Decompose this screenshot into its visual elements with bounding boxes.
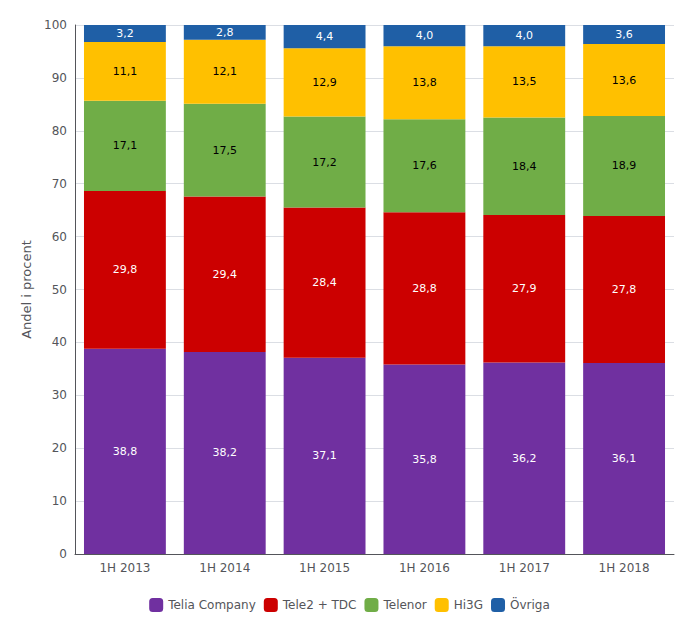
svg-text:17,6: 17,6 [412,159,437,172]
svg-text:Andel i procent: Andel i procent [19,240,34,339]
svg-text:38,2: 38,2 [213,446,238,459]
svg-text:11,1: 11,1 [113,65,138,78]
svg-text:2,8: 2,8 [216,26,234,39]
svg-text:13,8: 13,8 [412,76,437,89]
svg-text:3,6: 3,6 [615,28,633,41]
svg-text:3,2: 3,2 [116,27,134,40]
svg-text:27,8: 27,8 [612,283,637,296]
svg-text:0: 0 [59,547,67,561]
svg-text:29,8: 29,8 [113,263,138,276]
svg-text:28,8: 28,8 [412,282,437,295]
svg-text:36,1: 36,1 [612,452,637,465]
svg-text:13,6: 13,6 [612,74,637,87]
svg-text:17,5: 17,5 [213,144,238,157]
svg-text:36,2: 36,2 [512,452,537,465]
svg-text:1H 2017: 1H 2017 [499,561,550,575]
svg-text:100: 100 [44,18,67,32]
svg-text:80: 80 [52,124,67,138]
svg-text:17,2: 17,2 [312,156,337,169]
svg-text:Telenor: Telenor [382,598,426,612]
svg-text:60: 60 [52,230,67,244]
svg-text:20: 20 [52,441,67,455]
svg-text:10: 10 [52,494,67,508]
svg-text:13,5: 13,5 [512,75,537,88]
svg-text:27,9: 27,9 [512,282,537,295]
svg-text:1H 2014: 1H 2014 [199,561,250,575]
svg-text:1H 2018: 1H 2018 [599,561,650,575]
svg-text:37,1: 37,1 [312,449,337,462]
svg-text:18,4: 18,4 [512,160,537,173]
svg-text:4,0: 4,0 [416,29,434,42]
svg-text:40: 40 [52,335,67,349]
svg-text:1H 2013: 1H 2013 [99,561,150,575]
svg-text:50: 50 [52,283,67,297]
svg-text:18,9: 18,9 [612,159,637,172]
svg-text:70: 70 [52,177,67,191]
svg-text:Övriga: Övriga [510,596,550,612]
svg-text:35,8: 35,8 [412,453,437,466]
svg-text:90: 90 [52,71,67,85]
svg-text:38,8: 38,8 [113,445,138,458]
svg-text:30: 30 [52,388,67,402]
svg-text:1H 2015: 1H 2015 [299,561,350,575]
svg-text:Tele2 + TDC: Tele2 + TDC [282,598,357,612]
svg-text:4,0: 4,0 [516,29,534,42]
svg-text:4,4: 4,4 [316,30,334,43]
svg-text:12,9: 12,9 [312,76,337,89]
svg-text:12,1: 12,1 [213,65,238,78]
svg-text:28,4: 28,4 [312,276,337,289]
svg-text:29,4: 29,4 [213,268,238,281]
svg-text:Telia Company: Telia Company [167,598,256,612]
svg-text:Hi3G: Hi3G [454,598,483,612]
svg-text:1H 2016: 1H 2016 [399,561,450,575]
svg-text:17,1: 17,1 [113,139,138,152]
